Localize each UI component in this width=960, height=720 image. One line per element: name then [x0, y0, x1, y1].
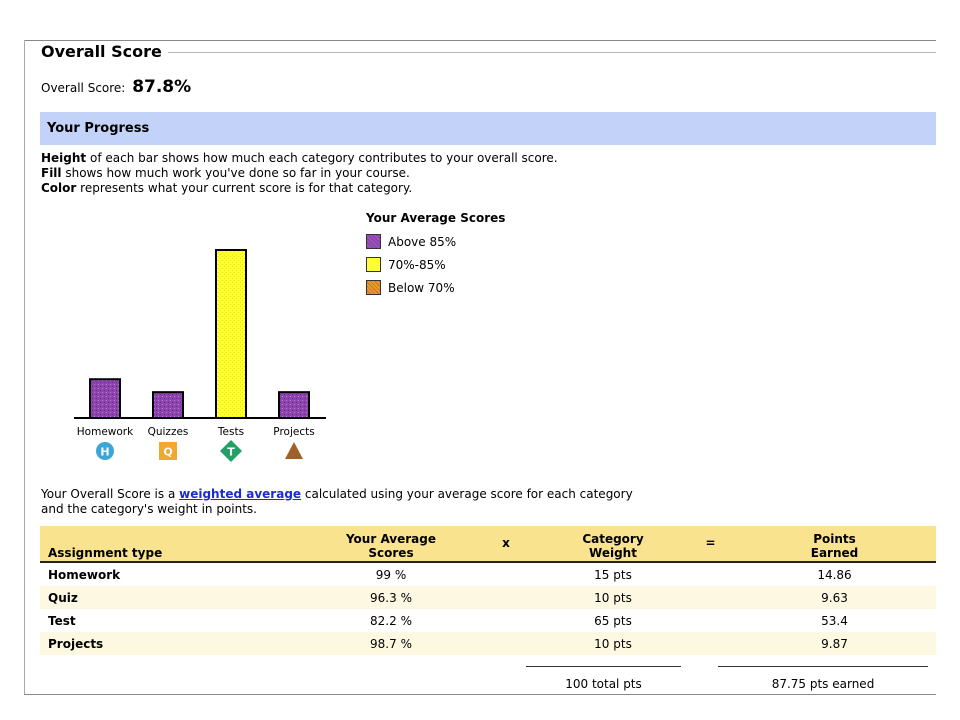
legend-item-70-85: 70%-85% [366, 253, 505, 276]
legend: Your Average Scores Above 85% 70%-85% Be… [366, 211, 505, 299]
category-label: Homework [77, 426, 134, 438]
col-header-times: x [474, 526, 538, 563]
overall-score-label: Overall Score: [41, 81, 126, 95]
legend-label: 70%-85% [388, 257, 446, 272]
row-points: 14.86 [817, 567, 852, 582]
legend-item-below-70: Below 70% [366, 276, 505, 299]
col-header-equals: = [688, 526, 733, 563]
bar-tests [215, 249, 247, 419]
table-row: Quiz 96.3 % 10 pts 9.63 [40, 586, 936, 609]
homework-icon [96, 442, 114, 460]
col-header-avg: Your Average Scores [308, 526, 474, 563]
row-weight: 15 pts [594, 567, 632, 582]
icon-letter: T [227, 446, 235, 459]
row-avg: 96.3 % [308, 586, 474, 609]
fill-desc: shows how much work you've done so far i… [61, 166, 410, 180]
row-weight: 65 pts [594, 613, 632, 628]
icon-letter: Q [163, 446, 172, 459]
icon-letter: H [100, 446, 109, 459]
tests-icon [220, 440, 242, 462]
row-name: Test [48, 613, 76, 628]
overall-score-value: 87.8% [132, 77, 192, 97]
weight-total-rule [526, 666, 681, 667]
table-header-row: Assignment type Your Average Scores x Cat… [40, 526, 936, 563]
quizzes-icon [159, 442, 177, 460]
row-name: Projects [40, 632, 308, 655]
legend-swatch [366, 257, 381, 272]
weighted-average-explanation: Your Overall Score is a weighted average… [41, 487, 633, 517]
col-header-weight: Category Weight [538, 526, 688, 563]
row-points: 9.63 [733, 586, 936, 609]
row-weight: 10 pts [538, 586, 688, 609]
category-label: Projects [273, 426, 314, 438]
category-label: Tests [217, 426, 244, 438]
row-name: Homework [48, 567, 121, 582]
row-name: Quiz [40, 586, 308, 609]
category-label: Quizzes [148, 426, 189, 438]
table-row: Homework 99 % 15 pts 14.86 [40, 562, 936, 586]
weighted-average-link[interactable]: weighted average [179, 487, 302, 501]
progress-chart: Homework Quizzes Tests Projects H Q T [74, 249, 326, 462]
legend-label: Above 85% [388, 234, 457, 249]
top-rule [24, 40, 936, 41]
height-desc: of each bar shows how much each category… [86, 151, 558, 165]
row-points: 9.87 [733, 632, 936, 655]
bar-quizzes [152, 391, 184, 419]
col-header-points: Points Earned [733, 526, 936, 563]
projects-icon [285, 442, 303, 459]
overall-score: Overall Score: 87.8% [41, 77, 191, 97]
section-title: Overall Score [41, 42, 162, 61]
color-desc: represents what your current score is fo… [76, 181, 413, 195]
explain-pre: Your Overall Score is a [41, 487, 180, 501]
section-divider [168, 52, 936, 53]
row-avg: 98.7 % [308, 632, 474, 655]
chart-description: Height of each bar shows how much each c… [41, 151, 558, 196]
color-term: Color [41, 181, 77, 195]
table-row: Projects 98.7 % 10 pts 9.87 [40, 632, 936, 655]
row-avg: 82.2 % [370, 613, 412, 628]
row-points: 53.4 [821, 613, 848, 628]
explain-post: calculated using your average score for … [301, 487, 633, 501]
table-row: Test 82.2 % 65 pts 53.4 [40, 609, 936, 632]
legend-title: Your Average Scores [366, 211, 506, 225]
legend-label: Below 70% [388, 280, 455, 295]
bar-homework [89, 378, 121, 420]
total-weight: 100 total pts [565, 677, 642, 691]
bar-projects [278, 391, 310, 419]
fill-term: Fill [41, 166, 62, 180]
points-total-rule [718, 666, 928, 667]
height-term: Height [41, 151, 87, 165]
row-avg: 99 % [375, 567, 407, 582]
row-weight: 10 pts [538, 632, 688, 655]
legend-swatch [366, 280, 381, 295]
score-table: Assignment type Your Average Scores x Cat… [40, 526, 936, 655]
total-points: 87.75 pts earned [771, 677, 875, 691]
bottom-rule [24, 694, 936, 695]
col-header-type: Assignment type [40, 526, 308, 563]
left-rule [24, 40, 25, 695]
progress-header: Your Progress [40, 112, 936, 145]
legend-item-above-85: Above 85% [366, 230, 505, 253]
legend-swatch [366, 234, 381, 249]
progress-title: Your Progress [47, 121, 150, 136]
explain-line2: and the category's weight in points. [41, 502, 257, 516]
